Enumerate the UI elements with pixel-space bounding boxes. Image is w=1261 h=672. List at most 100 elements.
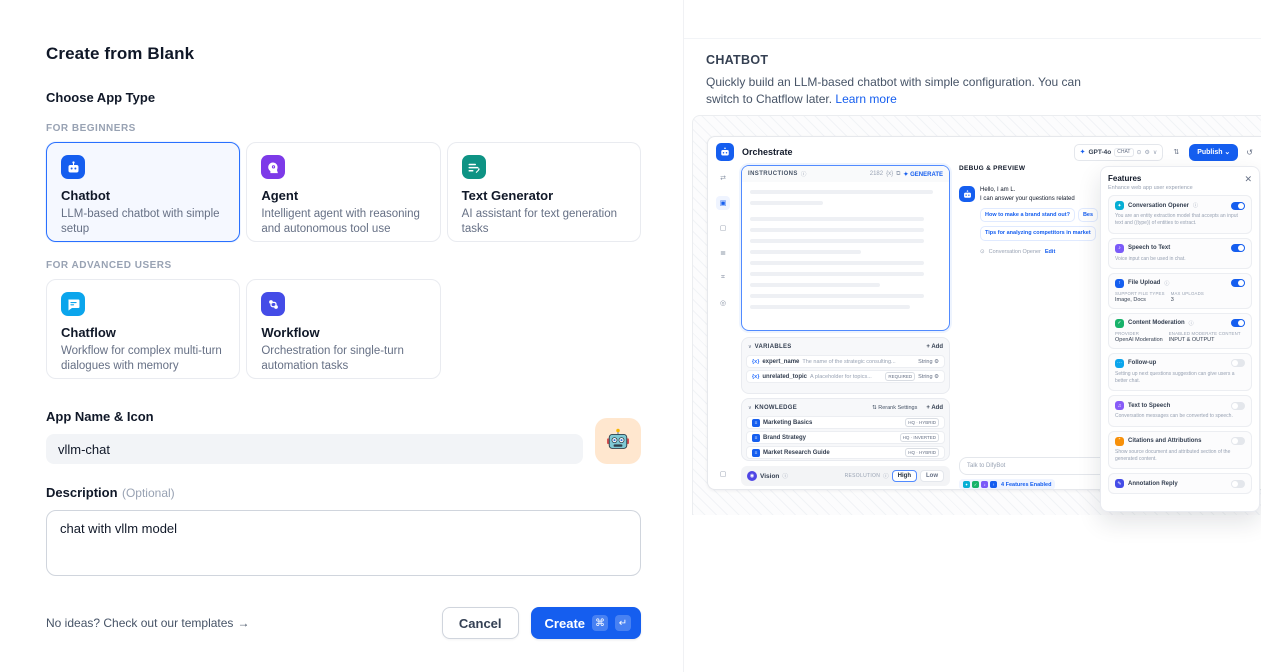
resolution-low-button[interactable]: Low — [920, 470, 944, 482]
sidebar-preview-icon[interactable]: ▢ — [719, 225, 727, 232]
templates-link[interactable]: No ideas? Check out our templates → — [46, 616, 250, 630]
variable-icon: {x} — [752, 373, 760, 380]
speech-to-text-toggle[interactable] — [1231, 244, 1245, 252]
instructions-title: INSTRUCTIONS — [748, 171, 798, 177]
knowledge-badge: HQ · HYBRID — [905, 418, 939, 427]
history-icon[interactable]: ↺ — [1246, 147, 1253, 157]
model-selector[interactable]: ✦ GPT-4o CHAT ⊙ ⚙ ∨ — [1073, 143, 1164, 161]
knowledge-name: Marketing Basics — [763, 419, 813, 426]
info-icon: ⓘ — [883, 474, 889, 480]
enter-key-icon: ↵ — [615, 615, 631, 631]
add-knowledge-button[interactable]: + Add — [926, 405, 943, 411]
bot-message: Hello, I am L. I can answer your questio… — [959, 186, 1261, 256]
cancel-button[interactable]: Cancel — [441, 607, 519, 639]
create-button[interactable]: Create ⌘ ↵ — [530, 607, 641, 639]
sidebar-orchestrate-icon[interactable]: ▣ — [716, 196, 730, 210]
suggested-question-chip[interactable]: Bes — [1077, 208, 1099, 223]
app-type-card-workflow[interactable]: Workflow Orchestration for single-turn a… — [246, 279, 441, 379]
description-textarea[interactable]: chat with vllm model — [46, 510, 641, 576]
app-icon-picker[interactable] — [595, 418, 641, 464]
app-type-card-chatbot[interactable]: Chatbot LLM-based chatbot with simple se… — [46, 142, 241, 242]
citations-toggle[interactable] — [1231, 437, 1245, 445]
sidebar-switch-icon[interactable]: ⇄ — [720, 175, 726, 182]
annotation-reply-toggle[interactable] — [1231, 479, 1245, 488]
publish-button[interactable]: Publish ⌄ — [1189, 143, 1239, 161]
card-desc: LLM-based chatbot with simple setup — [61, 208, 220, 236]
follow-up-toggle[interactable] — [1231, 359, 1245, 368]
variable-desc: A placeholder for topics... — [810, 373, 872, 380]
chevron-down-icon[interactable]: ∨ — [748, 344, 752, 350]
variables-panel: ∨ VARIABLES + Add {x} expert_name The na… — [741, 337, 950, 394]
resolution-label: RESOLUTION — [844, 473, 881, 479]
resolution-high-button[interactable]: High — [891, 470, 917, 482]
robot-emoji-icon — [606, 428, 630, 449]
citations-icon: ” — [1115, 436, 1124, 446]
info-icon: ⓘ — [800, 172, 807, 178]
sidebar-collapse-icon[interactable]: ▢ — [719, 471, 727, 478]
model-params-icon[interactable]: ⇅ — [1173, 149, 1180, 156]
vision-setting-row: ◉ Vision ⓘ RESOLUTION ⓘ High Low — [741, 466, 950, 486]
knowledge-row[interactable]: ≡ Brand Strategy HQ · INVERTED — [746, 431, 945, 444]
feature-follow-up: ⋯ Follow-up Setting up next questions su… — [1108, 352, 1252, 392]
chevron-down-icon[interactable]: ∨ — [748, 405, 752, 411]
bot-avatar — [959, 186, 975, 202]
agent-icon — [261, 155, 286, 179]
chatbot-icon — [61, 155, 85, 179]
app-type-card-text-generator[interactable]: Text Generator AI assistant for text gen… — [446, 142, 641, 242]
info-icon: ⓘ — [1188, 320, 1194, 327]
workflow-icon — [261, 292, 286, 316]
description-block: Description (Optional) chat with vllm mo… — [46, 484, 641, 581]
learn-more-link[interactable]: Learn more — [835, 92, 897, 107]
text-generator-icon — [461, 155, 486, 179]
add-variable-button[interactable]: + Add — [926, 344, 943, 350]
suggested-question-chip[interactable]: How to make a brand stand out? — [980, 208, 1075, 223]
suggested-question-chip[interactable]: Tips for analyzing competitors in market — [980, 226, 1096, 241]
model-sparkle-icon: ✦ — [1079, 149, 1086, 156]
card-title: Chatflow — [61, 325, 116, 340]
sidebar-logs-icon[interactable]: ≣ — [720, 250, 726, 257]
create-button-label: Create — [544, 615, 585, 631]
knowledge-name: Brand Strategy — [763, 434, 807, 441]
close-icon[interactable]: ✕ — [1244, 173, 1252, 184]
debug-preview-title: DEBUG & PREVIEW — [959, 165, 1026, 172]
upload-feature-icon: ↑ — [990, 481, 997, 488]
card-desc: Workflow for complex multi-turn dialogue… — [61, 345, 222, 373]
bot-message-line1: Hello, I am L. — [980, 187, 1016, 193]
knowledge-title: KNOWLEDGE — [754, 405, 798, 411]
app-name-input[interactable] — [46, 434, 583, 464]
features-enabled-badge[interactable]: ✦ ✓ ♪ ↑ 4 Features Enabled — [959, 479, 1056, 489]
instructions-panel[interactable]: INSTRUCTIONS ⓘ 2182 {x} ⧉ ✦ GENERATE — [741, 165, 950, 331]
text-to-speech-toggle[interactable] — [1231, 401, 1245, 410]
description-optional-label: (Optional) — [121, 486, 175, 500]
for-beginners-label: FOR BEGINNERS — [46, 123, 136, 134]
file-upload-toggle[interactable] — [1231, 279, 1245, 288]
follow-up-icon: ⋯ — [1115, 358, 1124, 368]
feature-content-moderation: ✓ Content Moderation ⓘ PROVIDER OpenAI M… — [1108, 312, 1252, 349]
variable-row[interactable]: {x} unrelated_topic A placeholder for to… — [746, 370, 945, 383]
edit-opener-link[interactable]: Edit — [1044, 248, 1056, 255]
copy-icon[interactable]: ⧉ — [896, 170, 901, 177]
preview-sidebar: ⇄ ▣ ▢ ≣ ⌗ ◎ ▢ — [708, 167, 738, 489]
variable-row[interactable]: {x} expert_name The name of the strategi… — [746, 355, 945, 368]
content-moderation-toggle[interactable] — [1231, 319, 1245, 328]
sidebar-annotations-icon[interactable]: ⌗ — [721, 274, 725, 281]
dify-bot-icon — [716, 143, 734, 161]
preview-window-title: Orchestrate — [742, 147, 793, 157]
variable-type: String ⚙ — [918, 358, 939, 365]
knowledge-row[interactable]: ≡ Market Research Guide HQ · HYBRID — [746, 446, 945, 459]
app-type-card-chatflow[interactable]: Chatflow Workflow for complex multi-turn… — [46, 279, 241, 379]
knowledge-row[interactable]: ≡ Marketing Basics HQ · HYBRID — [746, 416, 945, 429]
generate-button[interactable]: ✦ GENERATE — [903, 171, 943, 178]
conversation-opener-toggle[interactable] — [1231, 201, 1245, 210]
conversation-opener-icon: ✦ — [1115, 201, 1124, 210]
microphone-icon: ♪ — [1115, 243, 1124, 253]
vision-eye-icon: ◉ — [747, 471, 757, 481]
arrow-right-icon: → — [237, 616, 250, 630]
rerank-settings-button[interactable]: ⇅ Rerank Settings — [872, 405, 918, 411]
app-type-card-agent[interactable]: Agent Intelligent agent with reasoning a… — [246, 142, 441, 242]
features-panel: Features ✕ Enhance web app user experien… — [1100, 166, 1260, 512]
variable-insert-icon[interactable]: {x} — [886, 171, 894, 177]
sidebar-monitoring-icon[interactable]: ◎ — [719, 300, 727, 307]
app-name-row: App Name & Icon — [46, 409, 641, 464]
